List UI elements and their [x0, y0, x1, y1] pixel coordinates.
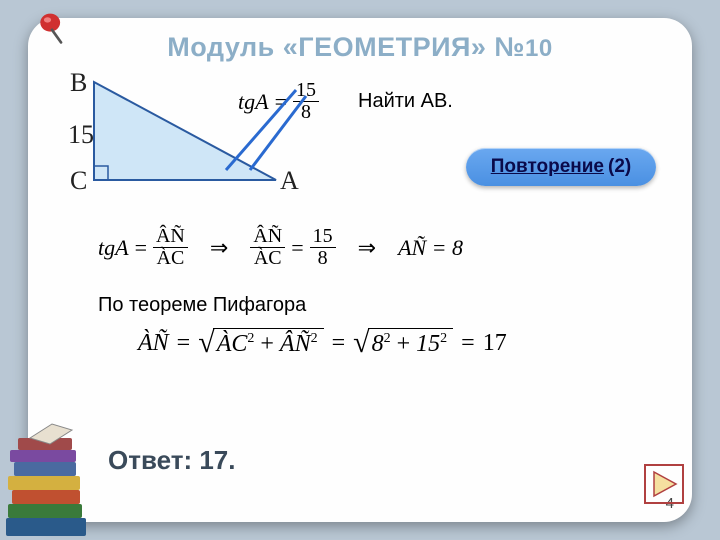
sqrt-1: √ ÀС2 + ÂÑ2 — [198, 328, 323, 358]
arrow-2: ⇒ — [358, 235, 376, 261]
pyth-lhs: ÀÑ — [138, 330, 169, 357]
title-text: Модуль «ГЕОМЕТРИЯ» № — [167, 32, 525, 62]
pointer-line — [218, 78, 318, 178]
f1: tgA = ÂÑ ÀС — [98, 226, 188, 269]
pushpin-icon — [34, 10, 70, 46]
f3: АÑ = 8 — [398, 235, 463, 261]
title-number: 10 — [525, 35, 553, 62]
pyth-result: 17 — [483, 330, 507, 357]
f1-frac: ÂÑ ÀС — [153, 226, 188, 269]
f2: ÂÑ ÀС = 15 8 — [250, 226, 335, 269]
repeat-count: (2) — [608, 156, 631, 178]
vertex-b: В — [70, 68, 87, 98]
next-arrow-button[interactable] — [644, 464, 684, 504]
task-text: Найти АВ. — [358, 90, 453, 113]
vertex-c: С — [70, 166, 87, 196]
books-icon — [0, 420, 100, 540]
f1-lhs: tgA — [98, 235, 129, 261]
pythagoras-label: По теореме Пифагора — [98, 294, 306, 317]
pythagoras-formula: ÀÑ = √ ÀС2 + ÂÑ2 = √ 82 + 152 = 17 — [138, 328, 507, 358]
f2-frac-r: 15 8 — [310, 226, 336, 269]
slide-title: Модуль «ГЕОМЕТРИЯ» №10 — [28, 32, 692, 63]
f2-frac-l: ÂÑ ÀС — [250, 226, 285, 269]
repeat-label: Повторение — [491, 156, 604, 178]
repeat-button[interactable]: Повторение (2) — [466, 148, 656, 186]
arrow-1: ⇒ — [210, 235, 228, 261]
derivation-row: tgA = ÂÑ ÀС ⇒ ÂÑ ÀС = 15 8 ⇒ АÑ = 8 — [98, 226, 463, 269]
side-length: 15 — [68, 120, 94, 150]
sqrt-2: √ 82 + 152 — [353, 328, 453, 358]
slide-card: Модуль «ГЕОМЕТРИЯ» №10 В 15 С А tgA = 15… — [28, 18, 692, 522]
answer-text: Ответ: 17. — [108, 445, 235, 476]
